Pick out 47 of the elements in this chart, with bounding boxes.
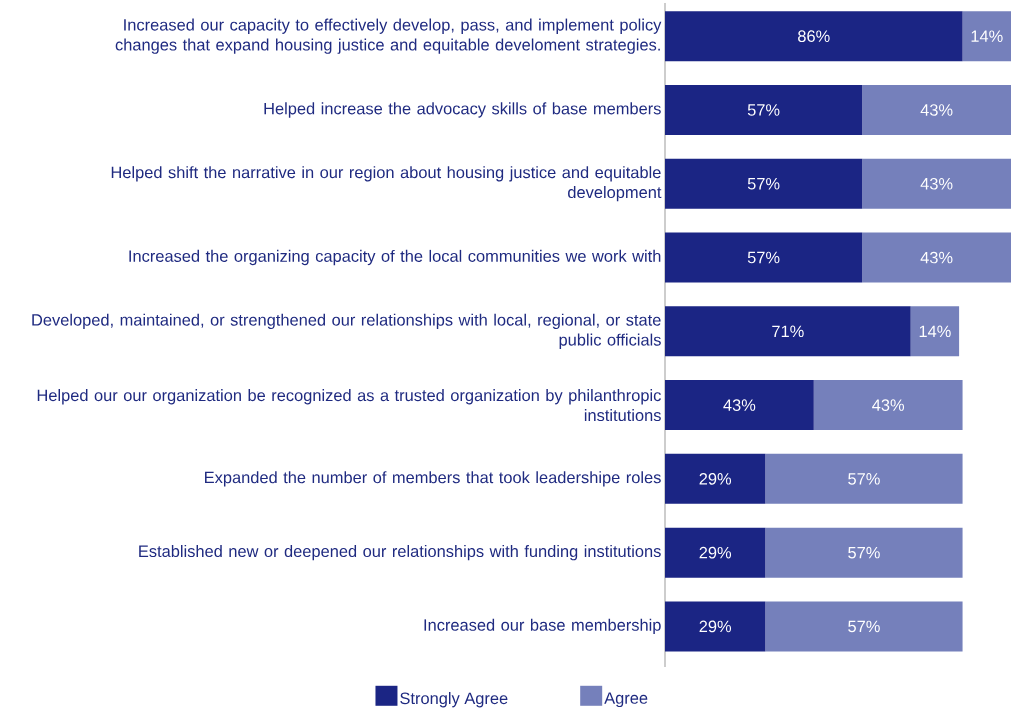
- data-label: 43%: [872, 399, 905, 411]
- data-label: 14%: [919, 325, 951, 338]
- bar: [665, 84, 863, 135]
- bar: [765, 453, 963, 504]
- bar: [765, 601, 963, 652]
- y-tick-label: Increased our capacity to effectively develop, pass, and implement policy changes that expand housing justice and equitable develoment strategies.: [115, 18, 662, 54]
- data-label: 57%: [747, 177, 780, 190]
- data-label: 29%: [699, 620, 732, 633]
- data-label: 29%: [699, 546, 732, 559]
- data-label: 57%: [848, 473, 880, 485]
- data-label: 57%: [848, 546, 880, 559]
- y-tick-label: Established new or deepened our relationships with funding institutions: [139, 544, 661, 561]
- data-label: 57%: [747, 104, 780, 116]
- bar: [665, 601, 766, 652]
- bar: [862, 84, 1011, 135]
- data-label: 43%: [723, 399, 756, 411]
- legend-label: Agree: [604, 692, 648, 708]
- data-label: 71%: [772, 325, 804, 338]
- legend-label: Strongly Agree: [400, 692, 508, 708]
- data-label: 43%: [920, 104, 953, 116]
- bar: [665, 527, 766, 578]
- y-tick-label: Helped our our organization be recognized as a trusted organization by philanthropic institutions: [37, 389, 661, 422]
- y-tick-label: Helped increase the advocacy skills of base members: [264, 102, 661, 118]
- bar: [910, 306, 960, 357]
- data-label: 57%: [747, 251, 780, 264]
- data-label: 14%: [971, 30, 1003, 42]
- bar: [665, 232, 863, 283]
- bar: [665, 453, 766, 504]
- y-tick-label: Expanded the number of members that took leadershipe roles: [205, 471, 661, 487]
- bar: [665, 158, 863, 209]
- data-label: 29%: [699, 473, 732, 485]
- bar: [665, 306, 911, 357]
- data-label: 57%: [848, 620, 880, 633]
- bar: [765, 527, 963, 578]
- bar: [962, 11, 1011, 62]
- y-tick-label: Increased the organizing capacity of the local communities we work with: [129, 249, 661, 266]
- y-tick-label: Developed, maintained, or strengthened our relationships with local, regional, or state public officials: [32, 313, 661, 349]
- data-label: 43%: [920, 177, 953, 190]
- y-tick-label: Helped shift the narrative in our region about housing justice and equitable development: [111, 166, 662, 202]
- bar: [665, 380, 814, 431]
- data-label: 43%: [920, 251, 953, 264]
- bar: [665, 11, 963, 62]
- bar: [862, 232, 1011, 283]
- bar: [813, 380, 963, 431]
- y-tick-label: Increased our base membership: [424, 618, 661, 635]
- bar: [862, 158, 1011, 209]
- data-label: 86%: [798, 30, 830, 43]
